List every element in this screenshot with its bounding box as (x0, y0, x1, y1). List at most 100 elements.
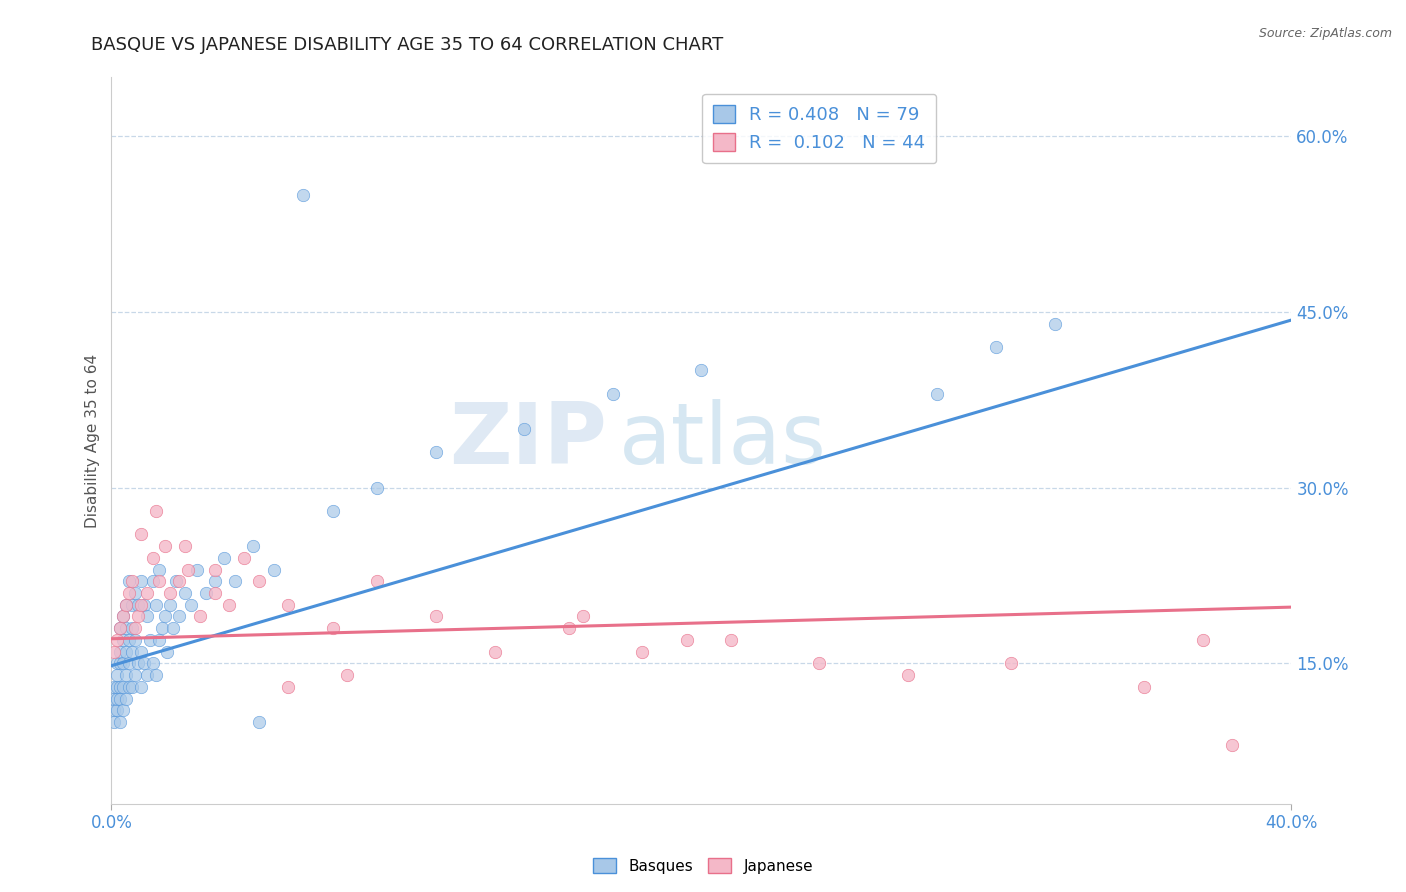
Text: ZIP: ZIP (450, 400, 607, 483)
Point (277, 680, 299, 694)
Point (153, 609, 176, 624)
Point (132, 657, 155, 671)
Point (118, 680, 141, 694)
Point (110, 621, 132, 635)
Point (110, 645, 132, 659)
Point (115, 598, 138, 612)
Point (690, 363, 713, 377)
Point (112, 632, 135, 647)
Point (110, 621, 132, 635)
Point (115, 645, 138, 659)
Point (118, 586, 141, 600)
Point (159, 586, 181, 600)
Point (336, 668, 359, 682)
Point (110, 714, 132, 729)
Point (247, 714, 270, 729)
Point (103, 714, 125, 729)
Point (263, 563, 285, 577)
Point (557, 621, 579, 635)
Point (145, 598, 167, 612)
Point (927, 387, 949, 401)
Point (180, 598, 202, 612)
Point (103, 691, 125, 706)
Point (129, 645, 152, 659)
Point (112, 609, 135, 624)
Point (366, 574, 388, 589)
Point (121, 680, 143, 694)
Point (127, 609, 149, 624)
Point (218, 598, 240, 612)
Point (118, 657, 141, 671)
Legend: Basques, Japanese: Basques, Japanese (586, 852, 820, 880)
Point (204, 586, 226, 600)
Point (103, 703, 125, 717)
Point (224, 574, 246, 589)
Point (148, 563, 170, 577)
Point (142, 657, 165, 671)
Point (105, 691, 128, 706)
Point (105, 632, 128, 647)
Text: BASQUE VS JAPANESE DISABILITY AGE 35 TO 64 CORRELATION CHART: BASQUE VS JAPANESE DISABILITY AGE 35 TO … (91, 36, 724, 54)
Point (572, 609, 595, 624)
Point (129, 680, 152, 694)
Point (110, 691, 132, 706)
Point (148, 574, 170, 589)
Point (602, 387, 624, 401)
Point (720, 632, 742, 647)
Point (188, 609, 211, 624)
Point (247, 574, 270, 589)
Point (139, 632, 162, 647)
Point (110, 680, 132, 694)
Point (242, 539, 264, 553)
Point (124, 668, 146, 682)
Point (484, 645, 506, 659)
Point (186, 563, 208, 577)
Point (124, 586, 146, 600)
Point (105, 703, 128, 717)
Point (675, 632, 697, 647)
Point (112, 609, 135, 624)
Point (897, 668, 920, 682)
Point (105, 680, 128, 694)
Point (513, 422, 536, 436)
Point (121, 645, 143, 659)
Point (167, 609, 190, 624)
Point (425, 445, 447, 459)
Point (204, 574, 226, 589)
Point (124, 621, 146, 635)
Point (233, 550, 256, 565)
Point (177, 563, 200, 577)
Point (118, 574, 141, 589)
Point (1192, 632, 1215, 647)
Point (1000, 657, 1022, 671)
Point (1133, 680, 1156, 694)
Point (105, 657, 128, 671)
Point (129, 598, 152, 612)
Point (145, 668, 167, 682)
Point (118, 632, 141, 647)
Point (121, 598, 143, 612)
Point (135, 609, 157, 624)
Point (292, 187, 315, 202)
Point (986, 340, 1008, 354)
Point (1045, 317, 1067, 331)
Point (808, 657, 831, 671)
Point (129, 527, 152, 541)
Point (204, 563, 226, 577)
Point (322, 621, 344, 635)
Point (322, 504, 344, 518)
Point (174, 586, 197, 600)
Point (112, 703, 135, 717)
Point (127, 598, 149, 612)
Point (115, 691, 138, 706)
Point (135, 586, 157, 600)
Point (148, 632, 170, 647)
Point (121, 621, 143, 635)
Point (103, 680, 125, 694)
Point (115, 621, 138, 635)
Point (150, 621, 173, 635)
Point (112, 657, 135, 671)
Point (631, 645, 654, 659)
Point (194, 586, 217, 600)
Point (132, 598, 155, 612)
